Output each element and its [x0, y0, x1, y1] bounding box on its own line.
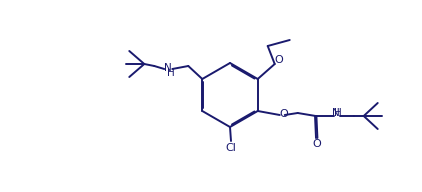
- Text: O: O: [274, 55, 283, 65]
- Text: Cl: Cl: [226, 143, 236, 153]
- Text: H: H: [334, 108, 342, 118]
- Text: N: N: [165, 63, 172, 73]
- Text: H: H: [168, 68, 175, 78]
- Text: O: O: [312, 139, 321, 149]
- Text: N: N: [333, 108, 340, 118]
- Text: O: O: [279, 109, 288, 119]
